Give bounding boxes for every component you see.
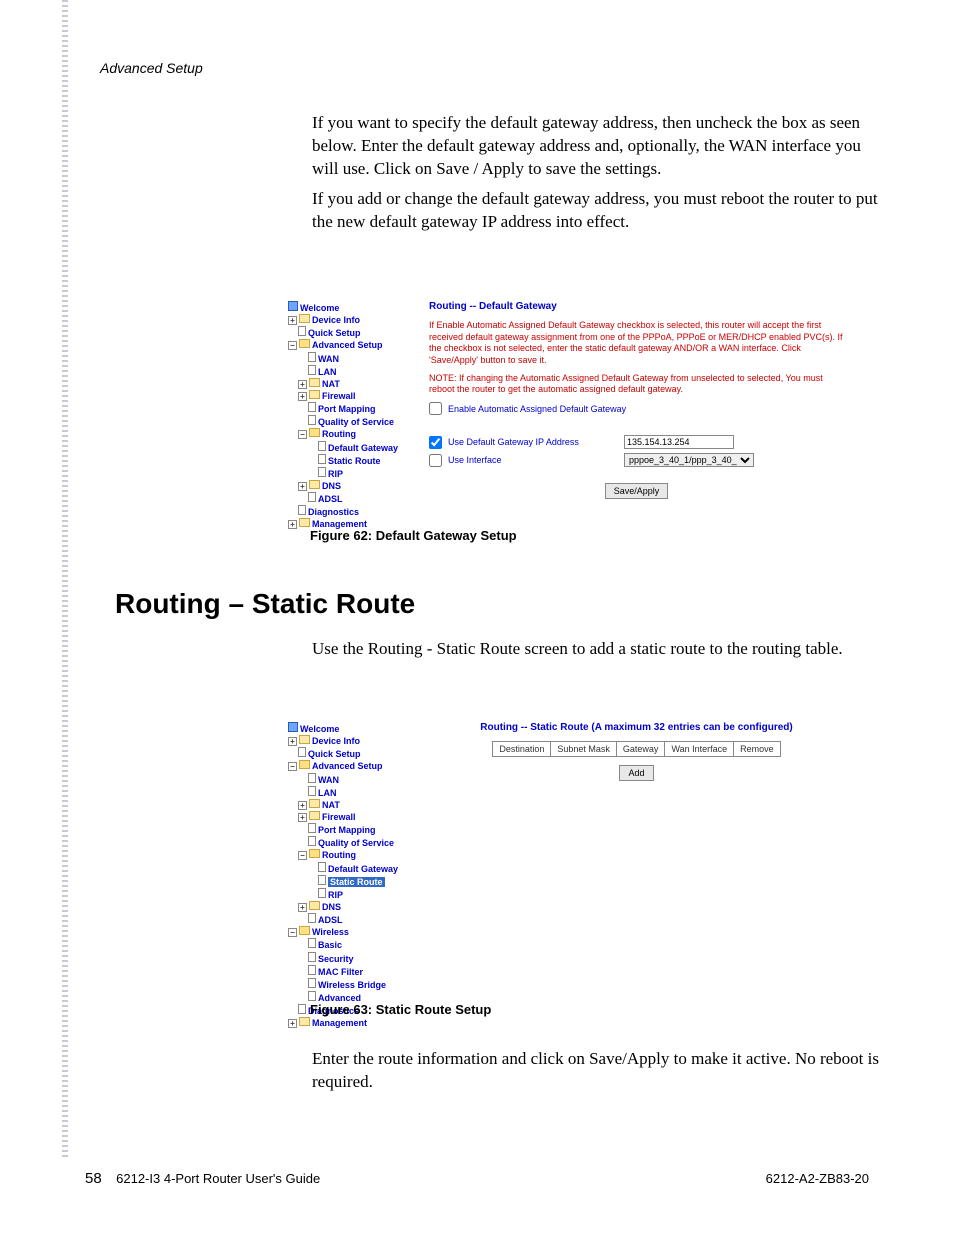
panel2-title: Routing -- Static Route (A maximum 32 en… [429, 722, 844, 733]
tree2-management[interactable]: Management [312, 1018, 367, 1028]
panel-desc-1: If Enable Automatic Assigned Default Gat… [429, 320, 844, 367]
tree-adsl[interactable]: ADSL [318, 494, 343, 504]
intro-para-2: If you add or change the default gateway… [312, 188, 882, 234]
figure-63-screenshot: Welcome +Device Info Quick Setup −Advanc… [284, 716, 854, 994]
tree2-qos[interactable]: Quality of Service [318, 838, 394, 848]
th-remove: Remove [734, 742, 781, 757]
footer-doc-id: 6212-A2-ZB83-20 [766, 1171, 869, 1186]
tree2-static-route[interactable]: Static Route [328, 877, 385, 887]
tree-wan[interactable]: WAN [318, 354, 339, 364]
outro-para: Enter the route information and click on… [312, 1048, 882, 1094]
tree2-dns[interactable]: DNS [322, 902, 341, 912]
iface-select[interactable]: pppoe_3_40_1/ppp_3_40_1 [624, 453, 754, 467]
gw-ip-input[interactable] [624, 435, 734, 449]
section-heading: Routing – Static Route [115, 588, 415, 620]
tree-quick-setup[interactable]: Quick Setup [308, 328, 361, 338]
panel-title: Routing -- Default Gateway [429, 301, 844, 312]
enable-auto-label: Enable Automatic Assigned Default Gatewa… [448, 404, 626, 414]
enable-auto-checkbox[interactable] [429, 402, 442, 415]
footer-title: 6212-I3 4-Port Router User's Guide [116, 1171, 320, 1186]
page-footer: 58 6212-I3 4-Port Router User's Guide 62… [85, 1170, 869, 1187]
th-gateway: Gateway [616, 742, 665, 757]
tree2-port-mapping[interactable]: Port Mapping [318, 825, 376, 835]
th-subnet: Subnet Mask [551, 742, 617, 757]
tree2-wan[interactable]: WAN [318, 775, 339, 785]
tree-diagnostics[interactable]: Diagnostics [308, 507, 359, 517]
tree2-adsl[interactable]: ADSL [318, 915, 343, 925]
tree-lan[interactable]: LAN [318, 367, 337, 377]
tree-dns[interactable]: DNS [322, 481, 341, 491]
tree2-basic[interactable]: Basic [318, 940, 342, 950]
tree2-lan[interactable]: LAN [318, 788, 337, 798]
tree2-rip[interactable]: RIP [328, 890, 343, 900]
figure-63-caption: Figure 63: Static Route Setup [310, 1002, 491, 1017]
tree2-adv-setup[interactable]: Advanced Setup [312, 761, 383, 771]
static-route-para: Use the Routing - Static Route screen to… [312, 638, 882, 661]
tree2-default-gw[interactable]: Default Gateway [328, 864, 398, 874]
th-wan-iface: Wan Interface [665, 742, 734, 757]
tree-firewall[interactable]: Firewall [322, 391, 356, 401]
tree2-security[interactable]: Security [318, 954, 354, 964]
static-route-table: Destination Subnet Mask Gateway Wan Inte… [492, 741, 780, 757]
th-destination: Destination [493, 742, 551, 757]
tree2-nat[interactable]: NAT [322, 800, 340, 810]
panel-desc-2: NOTE: If changing the Automatic Assigned… [429, 373, 844, 396]
tree2-welcome[interactable]: Welcome [300, 724, 339, 734]
intro-para-1: If you want to specify the default gatew… [312, 112, 882, 181]
use-iface-label: Use Interface [448, 455, 618, 465]
tree-routing[interactable]: Routing [322, 429, 356, 439]
tree2-routing[interactable]: Routing [322, 850, 356, 860]
tree-port-mapping[interactable]: Port Mapping [318, 404, 376, 414]
use-iface-checkbox[interactable] [429, 454, 442, 467]
figure-62-screenshot: Welcome +Device Info Quick Setup −Advanc… [284, 295, 854, 520]
content-panel-2: Routing -- Static Route (A maximum 32 en… [419, 716, 854, 994]
tree2-mac-filter[interactable]: MAC Filter [318, 967, 363, 977]
tree2-firewall[interactable]: Firewall [322, 812, 356, 822]
save-apply-button[interactable]: Save/Apply [605, 483, 669, 499]
nav-tree: Welcome +Device Info Quick Setup −Advanc… [284, 295, 419, 520]
tree-adv-setup[interactable]: Advanced Setup [312, 340, 383, 350]
tree-static-route[interactable]: Static Route [328, 456, 381, 466]
tree-welcome[interactable]: Welcome [300, 303, 339, 313]
tree2-device-info[interactable]: Device Info [312, 736, 360, 746]
tree-default-gw[interactable]: Default Gateway [328, 443, 398, 453]
use-gw-label: Use Default Gateway IP Address [448, 437, 618, 447]
tree2-quick-setup[interactable]: Quick Setup [308, 749, 361, 759]
add-button[interactable]: Add [619, 765, 653, 781]
content-panel: Routing -- Default Gateway If Enable Aut… [419, 295, 854, 520]
use-gw-checkbox[interactable] [429, 436, 442, 449]
side-rule [62, 0, 68, 1160]
tree-rip[interactable]: RIP [328, 469, 343, 479]
tree-qos[interactable]: Quality of Service [318, 417, 394, 427]
tree-device-info[interactable]: Device Info [312, 315, 360, 325]
tree2-wireless[interactable]: Wireless [312, 927, 349, 937]
nav-tree-2: Welcome +Device Info Quick Setup −Advanc… [284, 716, 419, 994]
figure-62-caption: Figure 62: Default Gateway Setup [310, 528, 517, 543]
tree-nat[interactable]: NAT [322, 379, 340, 389]
page-number: 58 [85, 1170, 102, 1187]
running-header: Advanced Setup [100, 60, 203, 76]
tree2-wbridge[interactable]: Wireless Bridge [318, 980, 386, 990]
